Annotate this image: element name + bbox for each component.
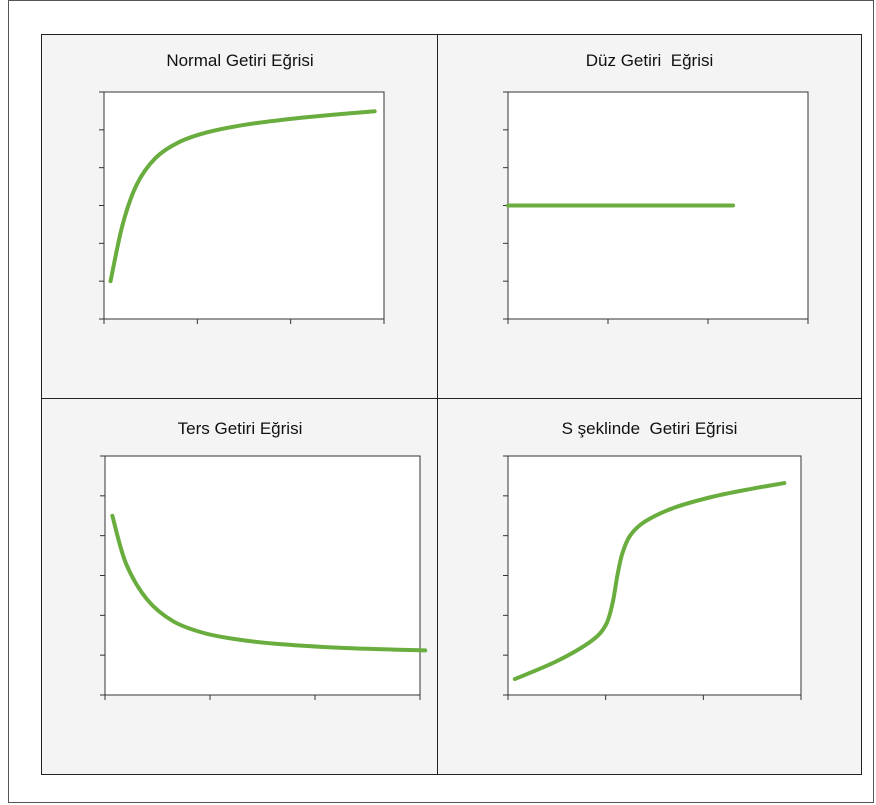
chart-s-shaped-yield-curve (503, 455, 802, 700)
chart-inverted-yield-curve (100, 455, 428, 700)
yield-curve-line (108, 109, 377, 284)
chart-flat-yield-curve (503, 91, 809, 324)
panel-flat-yield-curve: Düz Getiri Eğrisi (437, 34, 862, 400)
panel-inverted-yield-curve: Ters Getiri Eğrisi (41, 398, 439, 775)
chart-title: Ters Getiri Eğrisi (177, 419, 303, 438)
chart-title: S şeklinde Getiri Eğrisi (561, 419, 738, 438)
panel-normal-yield-curve: Normal Getiri Eğrisi (41, 34, 439, 400)
chart-title: Normal Getiri Eğrisi (166, 51, 314, 70)
yield-curve-line (110, 513, 428, 653)
yield-curve-line (512, 481, 787, 682)
chart-title: Düz Getiri Eğrisi (585, 51, 714, 70)
plot-area (507, 455, 802, 696)
plot-area (104, 455, 421, 696)
chart-normal-yield-curve (99, 91, 385, 324)
panel-s-shaped-yield-curve: S şeklinde Getiri Eğrisi (437, 398, 862, 775)
